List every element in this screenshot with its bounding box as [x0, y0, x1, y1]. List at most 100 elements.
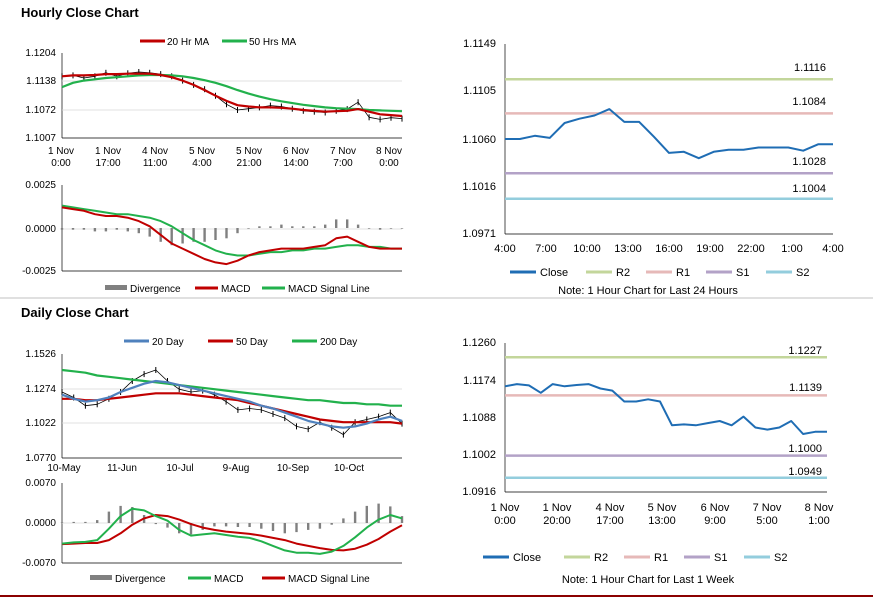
svg-text:7:00: 7:00 — [333, 158, 353, 169]
svg-text:8 Nov: 8 Nov — [805, 502, 834, 514]
level-label-s1: 1.1028 — [792, 156, 826, 168]
x-tick: 22:00 — [737, 243, 765, 255]
svg-text:5 Nov: 5 Nov — [648, 502, 677, 514]
svg-text:17:00: 17:00 — [596, 515, 624, 527]
svg-text:5 Nov: 5 Nov — [189, 146, 215, 157]
legend-50hr-ma: 50 Hrs MA — [249, 37, 297, 48]
legend-50-day: 50 Day — [236, 337, 268, 348]
svg-text:13:00: 13:00 — [648, 515, 676, 527]
divergence-bar — [214, 228, 217, 240]
macd-line — [61, 206, 402, 266]
ma20-line — [61, 379, 403, 429]
svg-text:1 Nov: 1 Nov — [543, 502, 572, 514]
svg-text:5 Nov: 5 Nov — [236, 146, 262, 157]
legend-s2: S2 — [796, 267, 809, 279]
divergence-bar — [307, 523, 310, 530]
divergence-bar — [201, 523, 204, 530]
divergence-bar — [271, 523, 275, 531]
y-tick: 1.1526 — [25, 349, 56, 360]
x-tick: 19:00 — [696, 243, 724, 255]
divergence-bar — [260, 523, 263, 529]
divergence-bar — [60, 228, 64, 230]
ma200-line — [61, 368, 402, 407]
divergence-bar — [258, 226, 261, 228]
divergence-bar — [400, 516, 404, 523]
legend-r1: R1 — [654, 552, 668, 564]
svg-text:7 Nov: 7 Nov — [753, 502, 782, 514]
y-tick: 1.1138 — [26, 76, 56, 87]
hourly-macd-legend: Divergence MACD MACD Signal Line — [105, 284, 370, 295]
y-tick: 1.1105 — [463, 85, 496, 97]
svg-text:0:00: 0:00 — [51, 158, 71, 169]
daily-macd-chart: 0.0070 0.0000 -0.0070 — [22, 478, 404, 569]
ma50-line — [62, 392, 403, 425]
x-tick: 10-Oct — [334, 463, 364, 474]
svg-text:6 Nov: 6 Nov — [283, 146, 309, 157]
daily-legend: 20 Day 50 Day 200 Day — [124, 337, 357, 348]
daily-price-chart: 1.1526 1.1274 1.1022 1.0770 10-May 11-Ju… — [25, 349, 403, 474]
x-tick: 13:00 — [614, 243, 642, 255]
level-label-s1: 1.1000 — [788, 443, 822, 455]
divergence-bar — [93, 228, 97, 232]
y-tick: 1.1016 — [462, 181, 496, 193]
divergence-bar — [224, 523, 228, 527]
y-tick: -0.0070 — [22, 558, 56, 569]
macd-signal-line — [61, 204, 402, 257]
y-tick: 1.1060 — [462, 134, 496, 146]
legend-s2: S2 — [774, 552, 787, 564]
divergence-bar — [96, 520, 99, 523]
divergence-bar — [365, 505, 368, 523]
y-tick: 0.0070 — [25, 478, 56, 489]
divergence-bar — [400, 228, 404, 229]
legend-macd: MACD — [221, 284, 250, 295]
divergence-bar — [60, 522, 64, 523]
macd-line — [61, 507, 403, 555]
legend-200-day: 200 Day — [320, 337, 357, 348]
divergence-bar — [302, 226, 305, 228]
divergence-bar — [313, 226, 316, 228]
legend-s1: S1 — [736, 267, 749, 279]
svg-text:4:00: 4:00 — [192, 158, 212, 169]
divergence-bar — [72, 521, 75, 523]
divergence-bar — [71, 228, 75, 230]
hourly-section-title: Hourly Close Chart — [21, 5, 139, 20]
svg-text:5:00: 5:00 — [756, 515, 777, 527]
last-24h-legend: Close R2 R1 S1 S2 Note: 1 Hour Chart for… — [510, 267, 809, 297]
hourly-legend: 20 Hr MA 50 Hrs MA — [140, 37, 297, 48]
divergence-bar — [225, 228, 228, 239]
daily-macd-legend: Divergence MACD MACD Signal Line — [90, 574, 370, 585]
svg-text:4 Nov: 4 Nov — [142, 146, 168, 157]
last-24h-chart: 1.1149 1.1105 1.1060 1.1016 1.0971 4:00 … — [462, 38, 843, 255]
divergence-bar — [324, 224, 327, 228]
divergence-bar — [154, 523, 157, 525]
x-tick: 11-Jun — [107, 463, 137, 474]
divergence-bar — [283, 523, 286, 534]
divergence-bar — [248, 523, 251, 527]
divergence-bar — [181, 228, 184, 244]
divergence-bar — [377, 503, 380, 523]
legend-macd-signal: MACD Signal Line — [288, 574, 370, 585]
y-tick: 1.1007 — [25, 133, 56, 144]
divergence-bar — [291, 226, 294, 228]
level-label-s2: 1.1004 — [792, 183, 826, 195]
svg-text:4 Nov: 4 Nov — [596, 502, 625, 514]
y-tick: 1.0971 — [462, 228, 496, 240]
legend-20hr-ma: 20 Hr MA — [167, 37, 210, 48]
divergence-bar — [280, 224, 283, 228]
svg-text:1 Nov: 1 Nov — [48, 146, 74, 157]
legend-divergence: Divergence — [115, 574, 166, 585]
divergence-bar — [107, 511, 111, 523]
y-tick: 0.0000 — [25, 224, 56, 235]
legend-close: Close — [513, 552, 541, 564]
divergence-bar — [192, 228, 195, 242]
x-tick: 9-Aug — [223, 463, 250, 474]
last-week-chart: 1.1260 1.1174 1.1088 1.1002 1.0916 1 Nov… — [462, 337, 834, 527]
hourly-macd-chart: 0.0025 0.0000 -0.0025 — [22, 180, 404, 277]
